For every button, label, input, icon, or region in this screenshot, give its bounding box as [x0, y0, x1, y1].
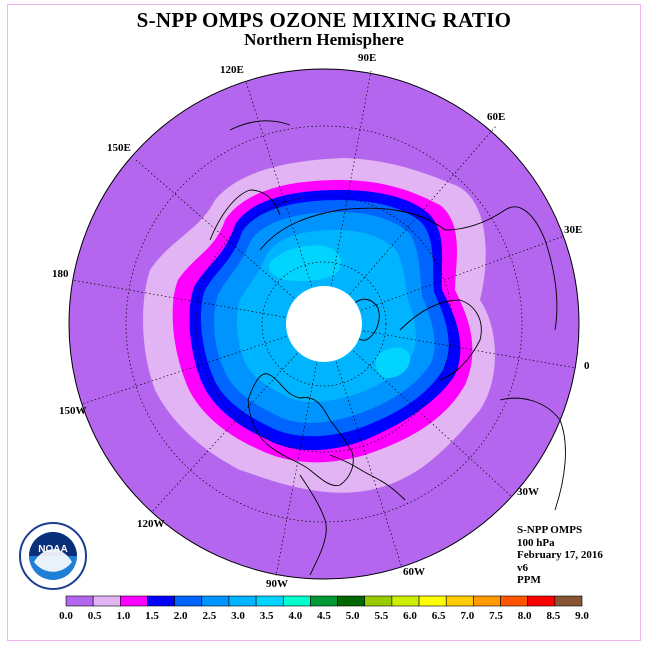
- noaa-logo: NOAA: [19, 522, 87, 590]
- lon-label-120w: 120W: [137, 518, 165, 530]
- graticule: [71, 70, 577, 577]
- colorbar-swatch: [310, 595, 338, 607]
- colorbar-swatch: [147, 595, 175, 607]
- info-level: 100 hPa: [517, 536, 555, 549]
- lon-label-90e: 90E: [358, 52, 377, 64]
- colorbar-label: 6.5: [432, 610, 446, 622]
- lon-label-150w: 150W: [59, 405, 87, 417]
- colorbar-label: 7.5: [489, 610, 503, 622]
- map-title: S-NPP OMPS OZONE MIXING RATIO: [136, 8, 512, 32]
- colorbar-swatch: [337, 595, 366, 607]
- colorbar-swatch: [174, 595, 203, 607]
- colorbar-label: 1.5: [145, 610, 159, 622]
- colorbar-swatch: [282, 595, 311, 607]
- colorbar-swatch: [554, 595, 583, 607]
- polar-no-data-cap: [286, 286, 362, 362]
- lon-label-60e: 60E: [487, 111, 506, 123]
- colorbar-swatch: [500, 595, 528, 607]
- colorbar-label: 6.0: [403, 610, 417, 622]
- colorbar-label: 1.0: [116, 610, 130, 622]
- product-info: S-NPP OMPS 100 hPa February 17, 2016 v6 …: [517, 524, 603, 587]
- info-version: v6: [517, 561, 528, 574]
- colorbar-label: 0.0: [59, 610, 73, 622]
- lon-label-120e: 120E: [220, 64, 244, 76]
- colorbar-label: 4.5: [317, 610, 331, 622]
- colorbar-swatch: [65, 595, 94, 607]
- colorbar-swatch: [527, 595, 556, 607]
- lon-label-90w: 90W: [266, 578, 288, 590]
- noaa-logo-text: NOAA: [38, 544, 67, 555]
- lon-label-30e: 30E: [564, 224, 583, 236]
- info-instrument: S-NPP OMPS: [517, 524, 583, 536]
- lon-label-30w: 30W: [517, 486, 539, 498]
- colorbar-label: 3.5: [260, 610, 274, 622]
- colorbar-label: 5.5: [374, 610, 388, 622]
- colorbar-label: 7.0: [460, 610, 474, 622]
- colorbar-label: 5.0: [346, 610, 360, 622]
- colorbar-swatch: [228, 595, 257, 607]
- info-units: PPM: [517, 574, 541, 586]
- map-subtitle: Northern Hemisphere: [244, 30, 404, 49]
- lon-label-0: 0: [584, 360, 590, 372]
- lon-label-180: 180: [52, 268, 69, 280]
- colorbar-swatch: [92, 595, 121, 607]
- colorbar-swatch: [391, 595, 420, 607]
- ozone-band-3-5-b: [375, 347, 411, 378]
- colorbar-label: 2.5: [202, 610, 216, 622]
- colorbar-swatch: [445, 595, 474, 607]
- ozone-band-3-5: [268, 245, 342, 282]
- colorbar-swatch: [255, 595, 284, 607]
- colorbar-label: 0.5: [88, 610, 102, 622]
- colorbar-swatch: [473, 595, 501, 607]
- colorbar-swatch: [418, 595, 447, 607]
- colorbar-label: 9.0: [575, 610, 589, 622]
- colorbar-label: 2.0: [174, 610, 188, 622]
- colorbar-label: 8.0: [518, 610, 532, 622]
- lon-label-150e: 150E: [107, 142, 131, 154]
- map-frame: [7, 4, 641, 641]
- lon-label-60w: 60W: [403, 566, 425, 578]
- info-date: February 17, 2016: [517, 549, 603, 561]
- colorbar-swatch: [364, 595, 393, 607]
- colorbar-label: 3.0: [231, 610, 245, 622]
- colorbar-label: 4.0: [288, 610, 302, 622]
- color-bar: 0.0 0.5 1.0 1.5 2.0 2.5 3.0 3.5 4.0 4.5 5.0 5.5 6.0 6…: [59, 595, 589, 622]
- colorbar-label: 8.5: [546, 610, 560, 622]
- colorbar-swatch: [201, 595, 230, 607]
- colorbar-swatch: [120, 595, 148, 607]
